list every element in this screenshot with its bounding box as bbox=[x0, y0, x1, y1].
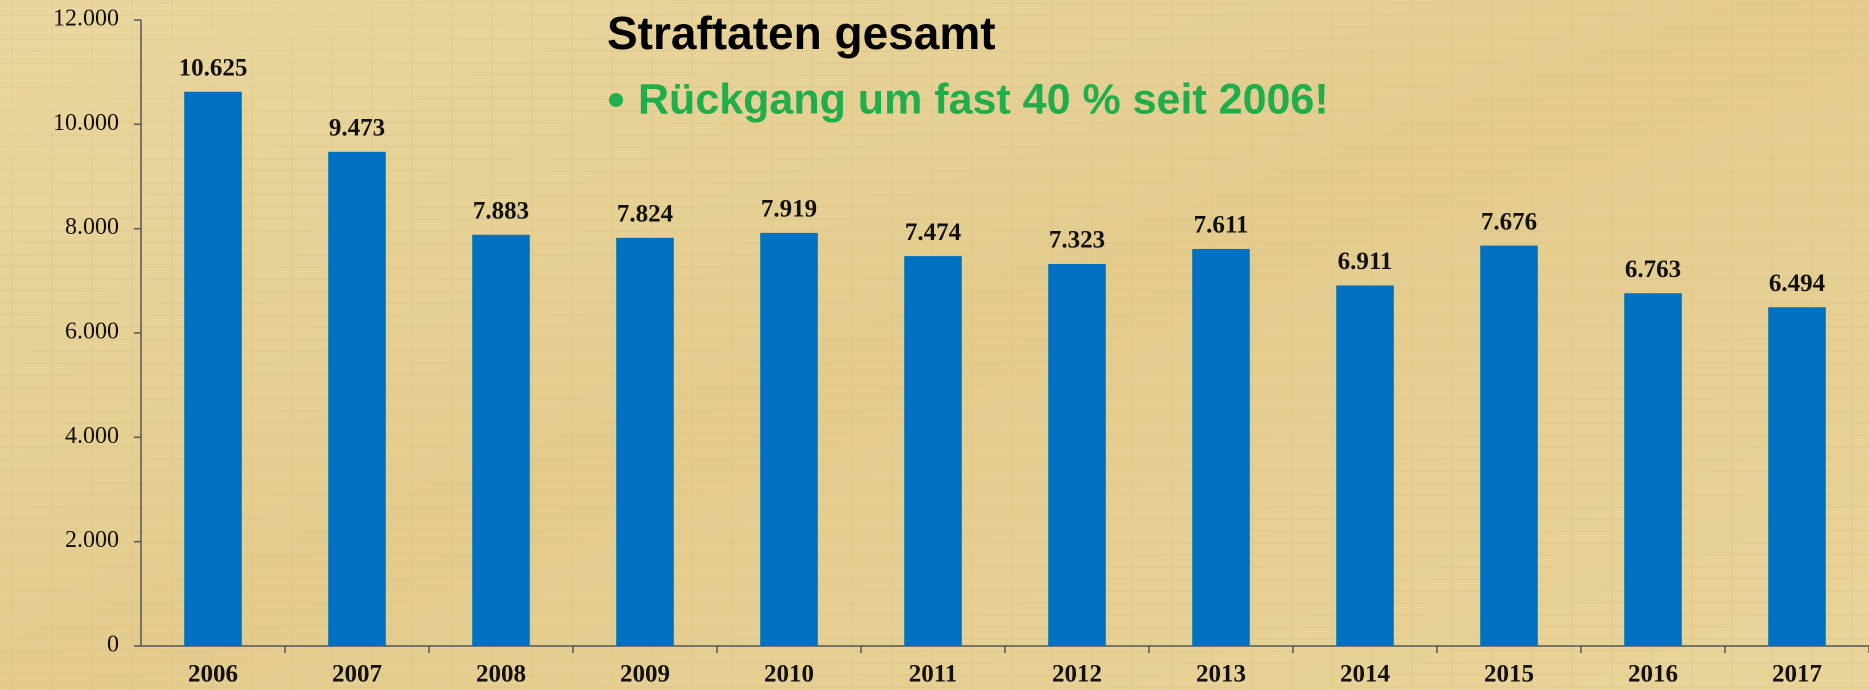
bar bbox=[1192, 248, 1250, 646]
data-label: 7.611 bbox=[1194, 212, 1249, 239]
bar bbox=[1480, 245, 1538, 646]
x-tick-label: 2014 bbox=[1340, 661, 1391, 688]
data-label: 9.473 bbox=[329, 115, 385, 142]
x-tick-label: 2016 bbox=[1628, 661, 1678, 688]
data-label: 7.919 bbox=[761, 196, 817, 223]
data-label: 7.824 bbox=[617, 201, 674, 228]
data-label: 6.763 bbox=[1625, 256, 1681, 283]
bar bbox=[760, 232, 818, 647]
x-tick-label: 2017 bbox=[1772, 661, 1822, 688]
x-tick-label: 2013 bbox=[1196, 661, 1246, 688]
x-tick-label: 2015 bbox=[1484, 661, 1534, 688]
x-tick-label: 2012 bbox=[1052, 661, 1102, 688]
x-tick-label: 2007 bbox=[332, 661, 382, 688]
bar bbox=[184, 91, 242, 646]
x-tick-label: 2006 bbox=[188, 661, 238, 688]
y-tick-label: 4.000 bbox=[65, 423, 119, 449]
x-tick-label: 2009 bbox=[620, 661, 670, 688]
y-tick-label: 8.000 bbox=[65, 214, 119, 240]
x-tick-label: 2010 bbox=[764, 661, 814, 688]
y-tick-label: 10.000 bbox=[53, 110, 119, 136]
bullet bbox=[609, 93, 623, 107]
y-tick-label: 2.000 bbox=[65, 527, 119, 553]
bar bbox=[1768, 307, 1826, 646]
bar bbox=[1336, 285, 1394, 646]
bar bbox=[328, 151, 386, 646]
bar bbox=[616, 237, 674, 646]
y-tick-label: 6.000 bbox=[65, 319, 119, 345]
data-label: 7.474 bbox=[905, 219, 962, 246]
x-tick-label: 2011 bbox=[909, 661, 958, 688]
data-label: 7.676 bbox=[1481, 208, 1537, 235]
bar bbox=[1048, 263, 1106, 646]
y-tick-label: 0 bbox=[107, 632, 119, 658]
data-label: 7.883 bbox=[473, 198, 529, 225]
y-tick-label: 12.000 bbox=[53, 6, 119, 32]
bar bbox=[472, 234, 530, 646]
chart-title: Straftaten gesamt bbox=[607, 7, 996, 59]
x-tick-label: 2008 bbox=[476, 661, 526, 688]
bar bbox=[1624, 293, 1682, 646]
bar bbox=[904, 256, 962, 646]
data-label: 7.323 bbox=[1049, 227, 1105, 254]
data-label: 6.911 bbox=[1338, 248, 1393, 275]
data-label: 10.625 bbox=[179, 54, 248, 81]
chart-subtitle: Rückgang um fast 40 % seit 2006! bbox=[638, 75, 1329, 123]
data-label: 6.494 bbox=[1769, 270, 1826, 297]
